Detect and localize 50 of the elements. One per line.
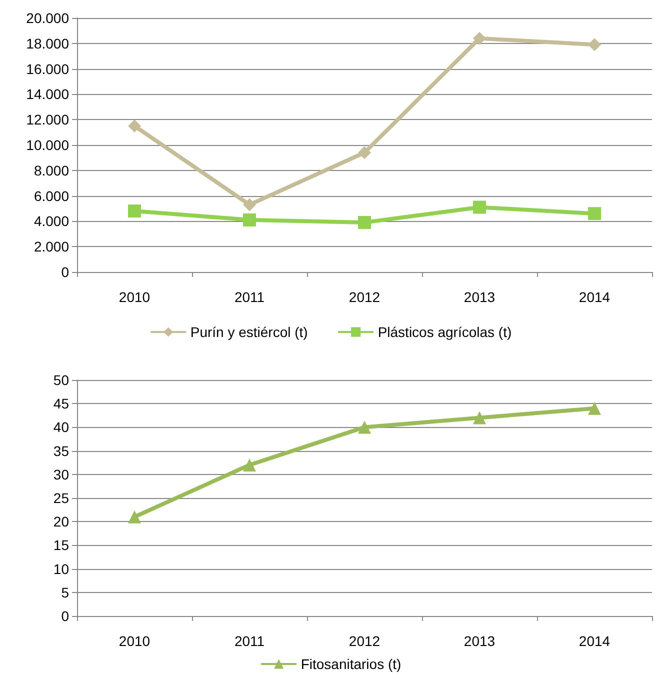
legend-label: Fitosanitarios (t) — [300, 656, 402, 672]
point — [243, 458, 256, 472]
y-tick-label: 2.000 — [34, 238, 70, 255]
y-tick-label: 5 — [61, 584, 70, 600]
y-tick-label: 0 — [61, 608, 70, 624]
y-tick-label: 25 — [53, 490, 70, 506]
legend-label: Purín y estiércol (t) — [190, 324, 308, 340]
y-tick-label: 4.000 — [34, 213, 70, 230]
point — [358, 420, 371, 434]
point — [588, 38, 601, 52]
y-tick-label: 45 — [53, 396, 70, 412]
y-tick-label: 10.000 — [26, 137, 70, 153]
point — [588, 207, 601, 220]
y-tick-label: 15 — [53, 537, 70, 554]
x-tick-label: 2013 — [464, 633, 496, 649]
y-tick-label: 35 — [53, 442, 70, 459]
y-tick-label: 0 — [61, 264, 70, 280]
point — [473, 32, 486, 45]
point — [588, 402, 601, 415]
point — [358, 146, 371, 160]
x-tick-label: 2010 — [118, 289, 150, 305]
point — [473, 411, 486, 424]
x-tick-label: 2014 — [578, 633, 610, 649]
y-tick-label: 14.000 — [26, 86, 70, 102]
x-tick-label: 2011 — [234, 633, 265, 649]
y-tick-label: 18.000 — [26, 35, 70, 52]
y-tick-label: 6.000 — [34, 188, 70, 204]
point — [243, 198, 256, 212]
y-tick-label: 8.000 — [34, 162, 70, 178]
point — [128, 510, 141, 524]
x-tick-label: 2012 — [348, 633, 380, 649]
x-tick-label: 2014 — [578, 289, 610, 305]
x-tick-label: 2010 — [118, 633, 150, 649]
y-tick-label: 50 — [53, 372, 70, 388]
y-tick-label: 20 — [53, 514, 70, 530]
y-tick-label: 12.000 — [26, 112, 70, 128]
x-tick-label: 2013 — [464, 289, 496, 305]
point — [128, 204, 141, 218]
legend-label: Plásticos agrícolas (t) — [378, 324, 512, 340]
point — [358, 216, 371, 229]
point — [128, 119, 141, 132]
point — [243, 213, 256, 226]
y-tick-label: 20.000 — [26, 10, 70, 26]
y-tick-label: 16.000 — [26, 60, 70, 77]
y-tick-label: 10 — [53, 560, 70, 577]
x-tick-label: 2011 — [234, 289, 265, 305]
point — [473, 200, 486, 214]
y-tick-label: 40 — [53, 419, 70, 436]
x-tick-label: 2012 — [348, 289, 380, 305]
y-tick-label: 30 — [53, 466, 70, 482]
